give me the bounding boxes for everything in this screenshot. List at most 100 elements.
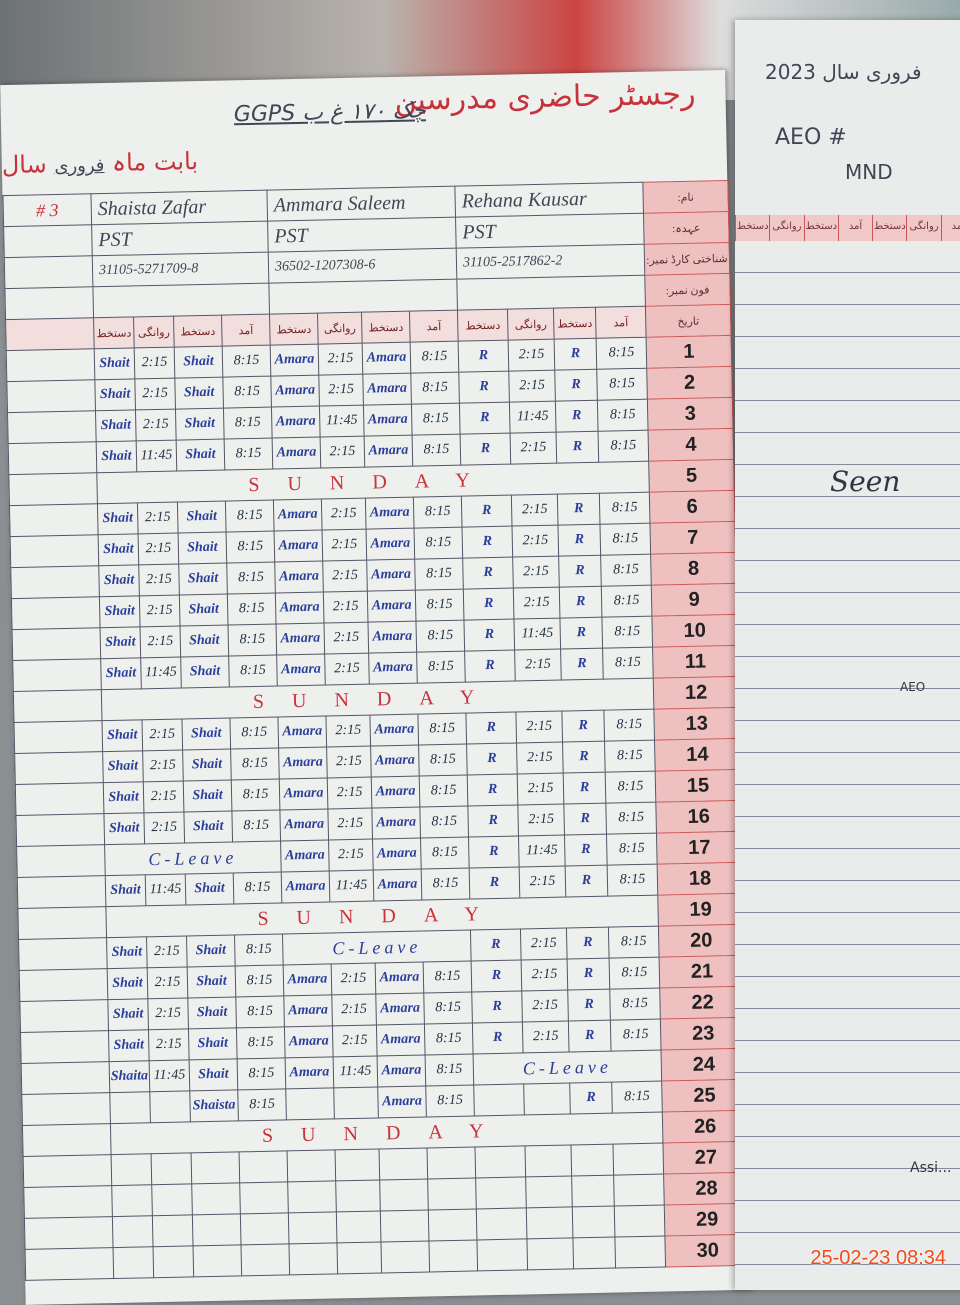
departure-time: 2:15 — [141, 719, 183, 751]
year-label: سال — [1, 150, 47, 180]
left-blank — [23, 1154, 112, 1188]
departure-time: 11:45 — [319, 405, 365, 438]
arrival-time — [614, 1205, 665, 1238]
date-cell: 21 — [659, 955, 745, 989]
signature-cell: Amara — [271, 406, 321, 439]
arrival-time — [613, 1174, 665, 1207]
departure-time: 2:15 — [508, 339, 555, 372]
arrival-time: 8:15 — [599, 492, 651, 525]
aeo-signature-label: AEO — [900, 680, 926, 694]
label-designation: عہدہ: — [643, 211, 730, 245]
teacher-phone — [92, 283, 270, 318]
left-blank — [19, 999, 109, 1033]
arrival-time: 8:15 — [226, 562, 276, 595]
arrival-time — [239, 1150, 288, 1183]
signature-cell: R — [471, 990, 523, 1023]
arrival-time: 8:15 — [233, 871, 282, 904]
arrival-time: 8:15 — [603, 709, 655, 742]
label-cnic: شناختی کارڈ نمبر: — [644, 242, 730, 276]
departure-time — [153, 1245, 194, 1278]
signature-cell — [475, 1176, 527, 1209]
departure-time: 2:15 — [513, 587, 561, 620]
teacher-name: Ammara Saleem — [266, 186, 456, 222]
signature-cell: Amara — [376, 1024, 426, 1057]
date-cell: 2 — [646, 366, 733, 400]
arrival-time: 8:15 — [600, 554, 652, 587]
departure-time: 2:15 — [146, 935, 188, 968]
date-cell: 24 — [661, 1048, 747, 1082]
column-header: روانگی — [317, 312, 363, 345]
arrival-time — [240, 1212, 290, 1245]
arrival-time: 8:15 — [425, 1053, 474, 1086]
signature-cell: Amara — [368, 621, 417, 654]
date-cell: 7 — [650, 521, 736, 555]
signature-cell: Shait — [107, 998, 149, 1031]
left-blank — [19, 968, 108, 1002]
signature-cell: Shait — [181, 718, 231, 751]
departure-time: 2:15 — [515, 711, 563, 744]
signature-cell: R — [459, 402, 511, 435]
left-blank — [5, 317, 95, 351]
departure-time: 2:15 — [517, 773, 564, 805]
departure-time: 2:15 — [331, 963, 376, 995]
photo-timestamp: 25-02-23 08:34 — [810, 1247, 946, 1269]
departure-time: 11:45 — [518, 835, 566, 867]
signature-cell — [191, 1151, 240, 1184]
left-blank — [22, 1123, 112, 1157]
date-cell: 17 — [656, 831, 743, 865]
arrival-time: 8:15 — [610, 1019, 662, 1052]
arrival-time — [429, 1239, 478, 1272]
signature-cell: Shait — [183, 779, 232, 812]
column-header: روانگی — [507, 308, 555, 341]
left-blank — [24, 1216, 114, 1250]
departure-time: 2:15 — [512, 556, 560, 589]
departure-time: 11:45 — [140, 657, 182, 689]
signature-cell: R — [465, 712, 517, 745]
departure-time — [523, 1082, 571, 1115]
departure-time: 11:45 — [149, 1059, 190, 1092]
date-cell: 1 — [646, 335, 732, 369]
teacher-cnic: 31105-5271709-8 — [92, 252, 269, 287]
departure-time: 2:15 — [517, 804, 565, 836]
signature-cell: R — [560, 617, 603, 650]
departure-time: 2:15 — [510, 432, 557, 465]
signature-cell — [571, 1144, 614, 1176]
casual-leave-note: C-Leave — [104, 840, 282, 876]
left-blank — [8, 472, 98, 506]
left-blank — [7, 410, 97, 444]
arrival-time — [239, 1181, 289, 1214]
arrival-time: 8:15 — [237, 1057, 286, 1090]
signature-cell: Shait — [100, 657, 142, 690]
departure-time: 2:15 — [321, 498, 367, 531]
date-cell: 18 — [657, 862, 743, 896]
departure-time — [333, 1086, 379, 1119]
signature-cell: Shait — [182, 749, 232, 782]
signature-cell: R — [461, 495, 513, 528]
signature-cell: Amara — [276, 654, 326, 687]
signature-cell: Shait — [96, 440, 137, 473]
arrival-time: 8:15 — [225, 500, 275, 533]
signature-cell: R — [561, 710, 605, 743]
column-header: دستخط — [361, 311, 411, 344]
left-blank — [10, 565, 100, 599]
facing-page: فروری سال 2023 AEO # MND آمدروانگیدستخطآ… — [735, 20, 960, 1290]
teacher-cnic: 31105-2517862-2 — [456, 244, 645, 280]
signature-cell: R — [567, 958, 610, 990]
signature-cell: Amara — [277, 715, 327, 748]
signature-cell: R — [565, 865, 608, 898]
date-cell: 8 — [650, 552, 737, 586]
departure-time: 2:15 — [521, 959, 568, 991]
arrival-time: 8:15 — [237, 1088, 287, 1121]
departure-time: 2:15 — [143, 781, 184, 813]
signature-cell — [112, 1215, 154, 1248]
arrival-time — [614, 1236, 666, 1269]
date-cell: 15 — [655, 769, 741, 803]
signature-cell — [572, 1237, 616, 1269]
teacher-designation: PST — [267, 217, 457, 253]
signature-cell: R — [564, 834, 608, 867]
signature-cell: Shait — [100, 626, 141, 659]
signature-cell — [289, 1242, 338, 1275]
left-blank — [11, 596, 101, 630]
seen-note: Seen — [830, 465, 901, 498]
column-header: دستخط — [269, 313, 319, 346]
